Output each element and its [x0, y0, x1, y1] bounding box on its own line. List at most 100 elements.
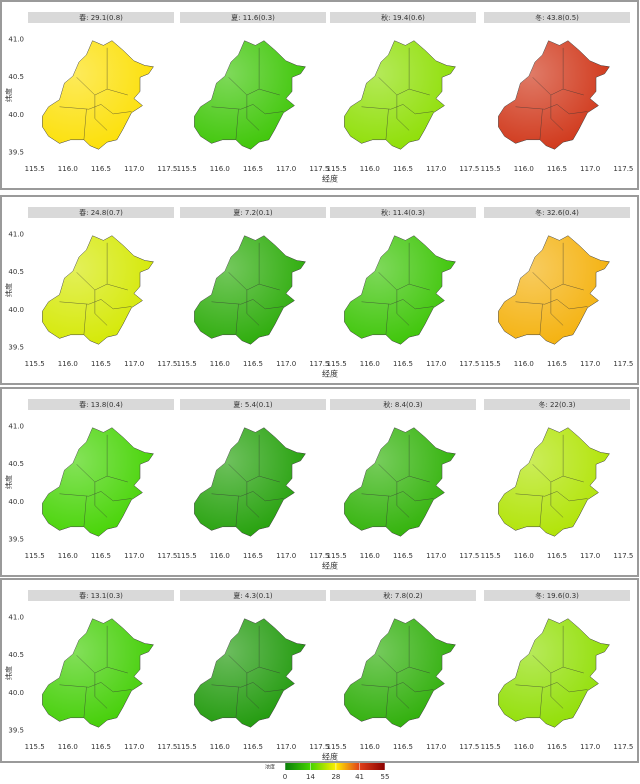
map-shade	[498, 618, 610, 728]
y-tick-label: 40.0	[8, 498, 24, 506]
x-tick-label: 117.5	[459, 552, 479, 560]
x-tick-label: 115.5	[177, 552, 197, 560]
district-line	[378, 464, 430, 483]
y-tick-label: 41.0	[8, 36, 24, 44]
district-line	[385, 496, 389, 527]
x-tick-label: 115.5	[177, 743, 197, 751]
district-line	[211, 299, 284, 310]
strip	[330, 12, 476, 23]
district-line	[83, 687, 87, 718]
x-tick-label: 117.0	[580, 360, 600, 368]
row-frame	[0, 578, 639, 763]
map-shade	[344, 427, 456, 537]
district-line	[396, 95, 410, 131]
panel-label: 秋: 19.4(0.6)	[381, 13, 425, 22]
strip	[330, 207, 476, 218]
map-shade	[42, 235, 154, 345]
x-tick-label: 116.0	[58, 360, 78, 368]
district-line	[59, 491, 132, 502]
map-shade	[194, 40, 306, 150]
district-line	[94, 95, 108, 131]
y-tick-label: 40.5	[8, 651, 24, 659]
x-tick-label: 116.0	[360, 743, 380, 751]
x-tick-label: 115.5	[481, 552, 501, 560]
map-shade	[344, 618, 456, 728]
x-tick-label: 117.0	[124, 552, 144, 560]
strip	[484, 399, 630, 410]
map-shade	[194, 618, 306, 728]
district-line	[396, 482, 410, 518]
x-tick-label: 116.5	[547, 360, 567, 368]
legend-tick-label: 55	[381, 773, 390, 781]
map-shade	[498, 427, 610, 537]
panel-label: 春: 13.1(0.3)	[79, 591, 123, 600]
legend-tick-label: 41	[355, 773, 364, 781]
y-tick-label: 41.0	[8, 423, 24, 431]
strip	[484, 590, 630, 601]
x-tick-label: 116.0	[58, 743, 78, 751]
x-tick-label: 117.0	[580, 743, 600, 751]
district-line	[385, 109, 389, 140]
x-tick-label: 115.5	[481, 743, 501, 751]
district-line	[76, 77, 128, 96]
panel-label: 夏: 5.4(0.1)	[233, 401, 273, 409]
x-tick-label: 115.5	[25, 165, 45, 173]
strip	[28, 399, 174, 410]
district-line	[378, 77, 430, 96]
x-tick-label: 116.0	[514, 165, 534, 173]
x-tick-label: 115.5	[25, 743, 45, 751]
x-tick-label: 117.5	[309, 360, 329, 368]
district-line	[539, 109, 543, 140]
y-tick-label: 41.0	[8, 614, 24, 622]
district-line	[228, 77, 280, 96]
district-line	[235, 496, 239, 527]
x-tick-label: 116.5	[243, 360, 263, 368]
district-line	[94, 482, 108, 518]
x-tick-label: 117.0	[124, 165, 144, 173]
x-tick-label: 117.0	[124, 360, 144, 368]
panel-label: 春: 24.8(0.7)	[79, 208, 123, 217]
x-tick-label: 116.0	[360, 552, 380, 560]
district-line	[396, 290, 410, 326]
x-tick-label: 117.5	[613, 743, 633, 751]
district-line	[515, 491, 588, 502]
district-line	[515, 682, 588, 693]
x-tick-label: 117.5	[613, 360, 633, 368]
x-tick-label: 117.5	[459, 743, 479, 751]
district-line	[532, 77, 584, 96]
x-tick-label: 116.0	[210, 743, 230, 751]
district-line	[246, 673, 260, 709]
y-tick-label: 40.5	[8, 460, 24, 468]
x-tick-label: 116.5	[393, 743, 413, 751]
x-tick-label: 117.5	[309, 743, 329, 751]
map-shade	[42, 618, 154, 728]
x-tick-label: 116.0	[58, 165, 78, 173]
district-line	[246, 290, 260, 326]
district-line	[385, 304, 389, 335]
map-shade	[194, 427, 306, 537]
strip	[180, 399, 326, 410]
x-tick-label: 116.5	[91, 165, 111, 173]
y-tick-label: 39.5	[8, 726, 24, 734]
x-tick-label: 116.5	[393, 360, 413, 368]
x-tick-label: 117.0	[426, 552, 446, 560]
x-tick-label: 115.5	[327, 552, 347, 560]
district-line	[76, 272, 128, 291]
x-tick-label: 116.5	[91, 552, 111, 560]
x-axis-title: 经度	[322, 174, 338, 184]
x-tick-label: 116.0	[210, 165, 230, 173]
panel-label: 冬: 19.6(0.3)	[535, 591, 579, 600]
legend-tick-label: 28	[331, 773, 340, 781]
x-tick-label: 116.5	[393, 165, 413, 173]
strip	[330, 399, 476, 410]
district-line	[76, 464, 128, 483]
panel-label: 秋: 11.4(0.3)	[381, 208, 425, 217]
district-line	[83, 109, 87, 140]
x-tick-label: 117.5	[157, 552, 177, 560]
x-tick-label: 116.5	[91, 743, 111, 751]
x-tick-label: 115.5	[481, 165, 501, 173]
district-line	[83, 304, 87, 335]
district-line	[550, 95, 564, 131]
row-frame	[0, 0, 639, 190]
strip	[484, 207, 630, 218]
